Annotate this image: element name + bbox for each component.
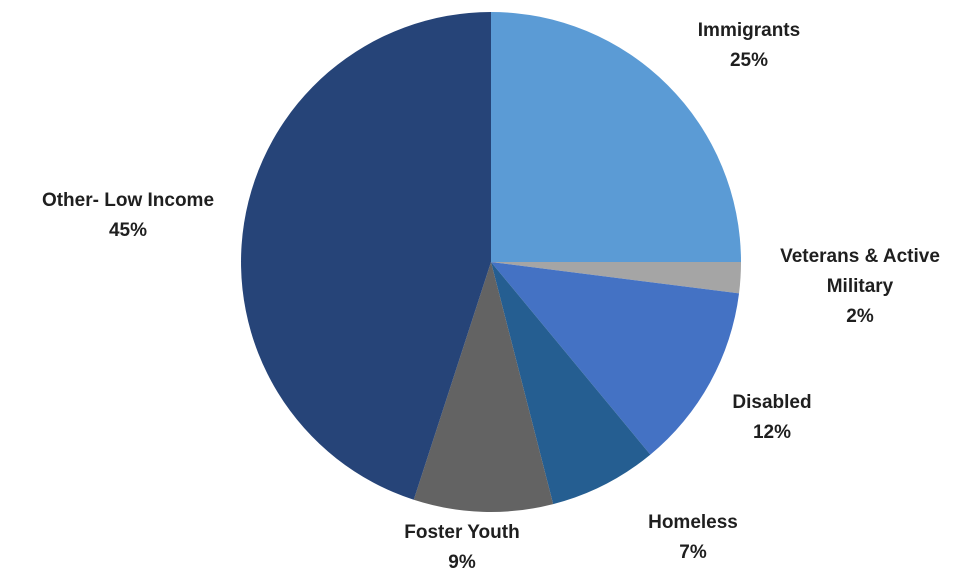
data-label-percent: 9% (448, 552, 476, 573)
data-label-percent: 2% (846, 306, 874, 327)
pie-slice-other-low-income (241, 12, 491, 500)
pie-labels: Immigrants 25% Veterans & Active Military 2%… (42, 20, 940, 573)
pie-slice-homeless (491, 262, 651, 505)
data-label: Disabled 12% (732, 392, 811, 443)
data-label-category: Homeless (648, 512, 738, 533)
data-label: Homeless 7% (648, 512, 738, 563)
data-label-category: Other- Low Income (42, 190, 214, 211)
data-label: Veterans & Active Military 2% (780, 246, 940, 327)
data-label-percent: 25% (730, 50, 768, 71)
pie-slice-immigrants (491, 12, 741, 262)
pie-slice-disabled (491, 262, 740, 455)
data-label-percent: 45% (109, 220, 147, 241)
data-label-percent: 12% (753, 422, 791, 443)
data-label-category: Immigrants (698, 20, 800, 41)
data-label: Other- Low Income 45% (42, 190, 214, 241)
data-label-category: Foster Youth (404, 522, 519, 543)
data-label-category: Disabled (732, 392, 811, 413)
data-label-percent: 7% (679, 542, 707, 563)
pie-slice-foster-youth (413, 262, 554, 512)
data-label-category: Military (827, 276, 894, 297)
data-label: Foster Youth 9% (404, 522, 519, 573)
data-label-category: Veterans & Active (780, 246, 940, 267)
data-label: Immigrants 25% (698, 20, 800, 71)
pie-slices (241, 12, 741, 512)
pie-slice-veterans-active-military (491, 262, 741, 294)
